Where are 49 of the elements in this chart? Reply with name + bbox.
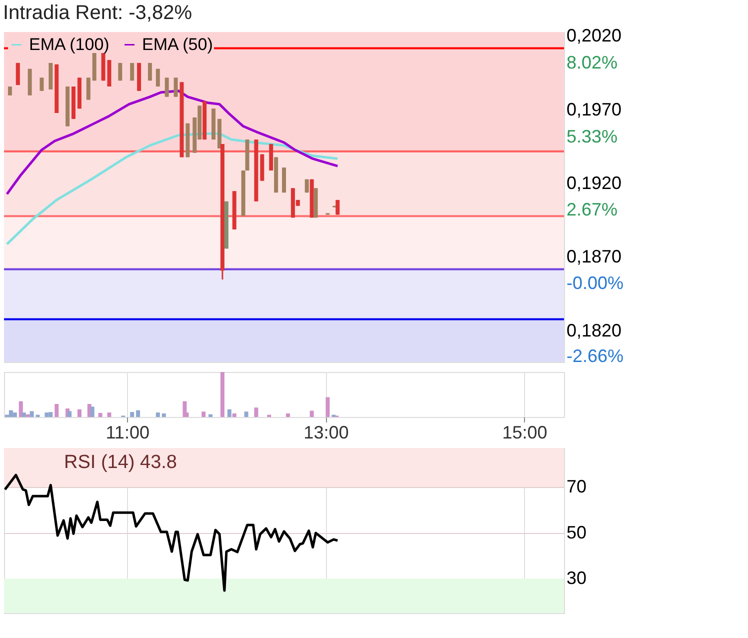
- y2-tick-label: 2.67%: [566, 200, 618, 220]
- legend-label: EMA (50): [142, 34, 213, 54]
- y-tick-label: 0,1820: [566, 320, 622, 340]
- bar: [68, 411, 72, 417]
- bar: [54, 404, 59, 417]
- y2-tick-label: -0.00%: [566, 273, 624, 294]
- bar: [44, 412, 49, 417]
- bar: [136, 410, 140, 417]
- legend-label: EMA (100): [29, 34, 110, 54]
- bar: [286, 413, 290, 417]
- chart-title: Intradia Rent: -3,82%: [3, 2, 192, 24]
- bar: [162, 413, 166, 417]
- y-tick-label: 30: [566, 568, 587, 588]
- bar: [244, 412, 248, 417]
- bar: [18, 401, 23, 417]
- y2-tick-label: -2.66%: [566, 346, 624, 366]
- bar: [98, 412, 102, 417]
- bar: [48, 412, 53, 417]
- x-tick-label: 15:00: [502, 422, 548, 442]
- bar: [254, 408, 258, 417]
- y2-tick-label: 8.02%: [566, 52, 618, 72]
- bar: [202, 412, 206, 417]
- bar: [156, 412, 160, 417]
- bar: [12, 412, 17, 417]
- bar: [107, 412, 112, 417]
- bar: [77, 409, 82, 417]
- bar: [220, 372, 224, 417]
- bar: [90, 406, 94, 417]
- y-tick-label: 70: [566, 476, 587, 496]
- bar: [227, 409, 232, 417]
- bar: [208, 414, 213, 417]
- y-tick-label: 0,1920: [566, 173, 622, 194]
- bar: [232, 413, 236, 417]
- bar: [22, 412, 26, 417]
- y-tick-label: 50: [566, 522, 587, 542]
- bar: [130, 412, 134, 417]
- line-series: [4, 474, 339, 592]
- bar: [8, 410, 13, 417]
- bar: [326, 397, 330, 417]
- y2-tick-label: 5.33%: [566, 126, 618, 146]
- bar: [26, 414, 30, 417]
- annotation: RSI (14) 43.8: [64, 452, 177, 473]
- y-tick-label: 0,1870: [566, 246, 622, 267]
- y-tick-label: 0,2020: [566, 26, 622, 46]
- y-tick-label: 0,1970: [566, 99, 622, 120]
- bar: [310, 410, 314, 417]
- x-tick-label: 11:00: [106, 422, 150, 442]
- x-tick-label: 13:00: [304, 422, 349, 442]
- bar: [30, 411, 34, 417]
